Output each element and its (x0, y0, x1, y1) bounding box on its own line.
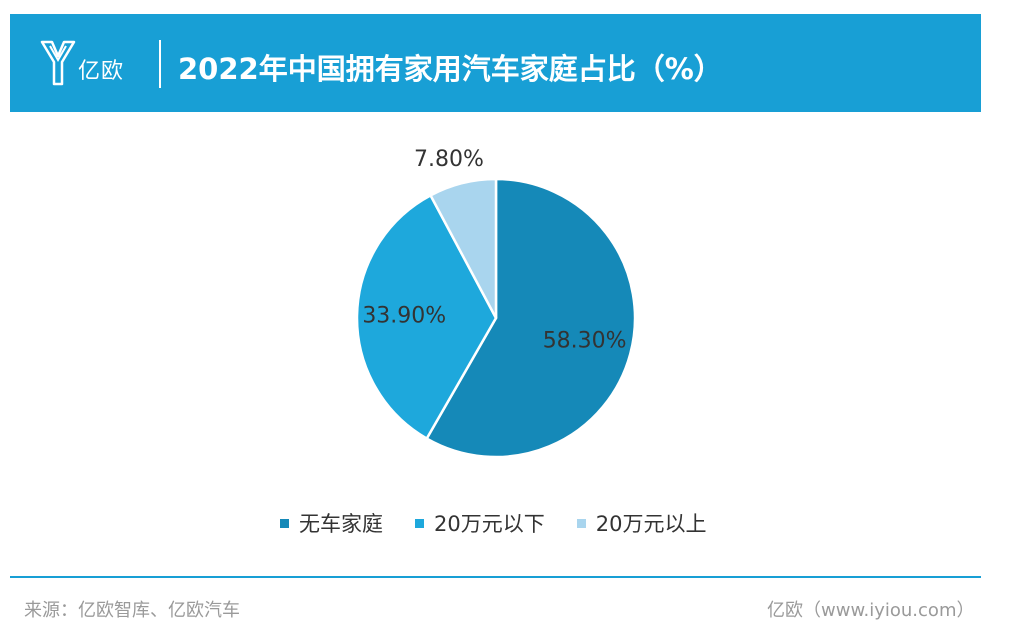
legend-label-above-200k: 20万元以上 (595, 512, 707, 536)
site-credit: 亿欧（www.iyiou.com） (767, 600, 975, 621)
data-label-above-200k: 7.80% (414, 147, 484, 172)
legend-swatch-above-200k (576, 518, 586, 528)
slice-below-200k (355, 194, 498, 440)
data-label-no-car: 58.30% (543, 329, 627, 354)
header-banner: 亿欧 2022年中国拥有家用汽车家庭占比（%） (10, 14, 981, 112)
yiou-logo-icon (40, 40, 76, 86)
logo-text: 亿欧 (78, 59, 125, 84)
footer-divider (10, 576, 981, 578)
source-note: 来源：亿欧智库、亿欧汽车 (24, 600, 240, 621)
chart-title: 2022年中国拥有家用汽车家庭占比（%） (178, 52, 723, 86)
legend-label-below-200k: 20万元以下 (434, 512, 545, 536)
legend: 无车家庭 20万元以下 20万元以上 (280, 508, 738, 538)
logo: 亿欧 (40, 36, 140, 88)
slice-above-200k (429, 177, 498, 320)
legend-swatch-no-car (280, 518, 289, 528)
legend-item-above-200k: 20万元以上 (576, 508, 707, 538)
legend-item-no-car: 无车家庭 (280, 508, 383, 538)
legend-label-no-car: 无车家庭 (299, 512, 383, 536)
data-label-below-200k: 33.90% (362, 304, 446, 329)
slice-no-car (425, 177, 637, 459)
legend-swatch-below-200k (415, 518, 424, 528)
header-divider (159, 40, 161, 88)
pie-chart: 58.30% 33.90% 7.80% (355, 147, 637, 459)
legend-item-below-200k: 20万元以下 (415, 508, 545, 538)
